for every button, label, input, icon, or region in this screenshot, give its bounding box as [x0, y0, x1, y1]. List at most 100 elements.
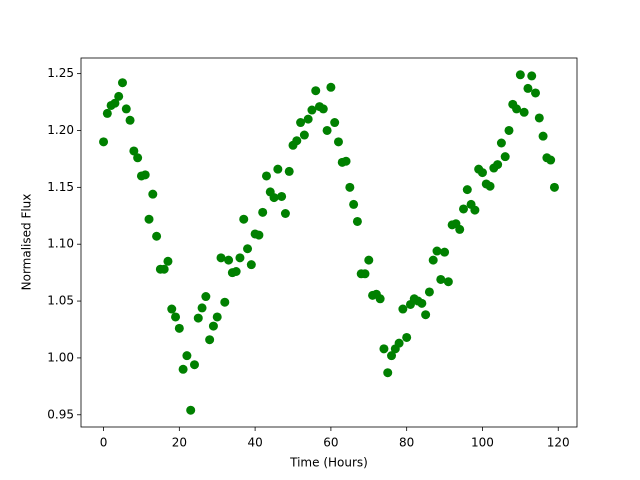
point [504, 125, 514, 135]
point [311, 86, 321, 96]
point [515, 70, 525, 80]
point [387, 351, 397, 361]
x-tick-label: 60 [323, 436, 338, 450]
point [330, 118, 340, 128]
point [216, 253, 226, 263]
point [246, 260, 256, 270]
x-tick-label: 80 [399, 436, 414, 450]
point [296, 118, 306, 128]
point [121, 104, 131, 114]
point [398, 304, 408, 314]
point [394, 338, 404, 348]
point [383, 368, 393, 378]
point [531, 88, 541, 98]
point [534, 113, 544, 123]
point [462, 185, 472, 195]
point [303, 114, 313, 124]
point [318, 104, 328, 114]
y-tick-label: 1.05 [47, 294, 74, 308]
point [261, 171, 271, 181]
point [326, 82, 336, 92]
x-tick-label: 100 [471, 436, 494, 450]
point [333, 137, 343, 147]
point [299, 130, 309, 140]
point [428, 255, 438, 265]
x-tick-label: 120 [547, 436, 570, 450]
point [220, 297, 230, 307]
point [417, 298, 427, 308]
point [133, 153, 143, 163]
point [280, 209, 290, 219]
point [360, 269, 370, 279]
point [159, 264, 169, 274]
point [235, 253, 245, 263]
point [349, 199, 359, 209]
point [345, 182, 355, 192]
point [117, 78, 127, 88]
point [436, 274, 446, 284]
y-axis-label: Normalised Flux [20, 194, 34, 291]
point [432, 246, 442, 256]
point [102, 108, 112, 118]
point [178, 364, 188, 374]
point [493, 160, 503, 170]
point [254, 230, 264, 240]
point [197, 303, 207, 313]
point [193, 313, 203, 323]
point [212, 312, 222, 322]
point [527, 71, 537, 81]
point [443, 277, 453, 287]
point [307, 105, 317, 115]
point [114, 91, 124, 101]
point [243, 244, 253, 254]
point [167, 304, 177, 314]
point [201, 292, 211, 302]
y-tick-label: 0.95 [47, 407, 74, 421]
point [205, 335, 215, 345]
point [174, 323, 184, 333]
point [148, 189, 158, 199]
point [364, 255, 374, 265]
point [375, 294, 385, 304]
x-axis-label: Time (Hours) [289, 456, 368, 470]
point [189, 360, 199, 370]
point [152, 231, 162, 241]
point [470, 205, 480, 215]
point [269, 193, 279, 203]
point [239, 214, 249, 224]
point [341, 156, 351, 166]
point [292, 136, 302, 146]
point [496, 138, 506, 148]
y-tick-label: 1.25 [47, 66, 74, 80]
point [485, 181, 495, 191]
point [477, 168, 487, 178]
y-tick-label: 1.00 [47, 350, 74, 364]
y-tick-label: 1.15 [47, 180, 74, 194]
point [140, 170, 150, 180]
point [277, 191, 287, 201]
point [322, 125, 332, 135]
point [99, 137, 109, 147]
point [379, 344, 389, 354]
point [284, 166, 294, 176]
point [224, 255, 234, 265]
point [273, 164, 283, 174]
point [519, 107, 529, 117]
point [144, 214, 154, 224]
x-tick-label: 20 [172, 436, 187, 450]
point [231, 266, 241, 276]
y-tick-label: 1.10 [47, 237, 74, 251]
point [352, 216, 362, 226]
point [455, 224, 465, 234]
x-tick-label: 40 [247, 436, 262, 450]
point [163, 256, 173, 266]
axes-frame [80, 57, 578, 428]
point [421, 310, 431, 320]
point [500, 152, 510, 162]
point [523, 83, 533, 93]
point [186, 405, 196, 415]
point [424, 287, 434, 297]
x-tick-label: 0 [100, 436, 108, 450]
